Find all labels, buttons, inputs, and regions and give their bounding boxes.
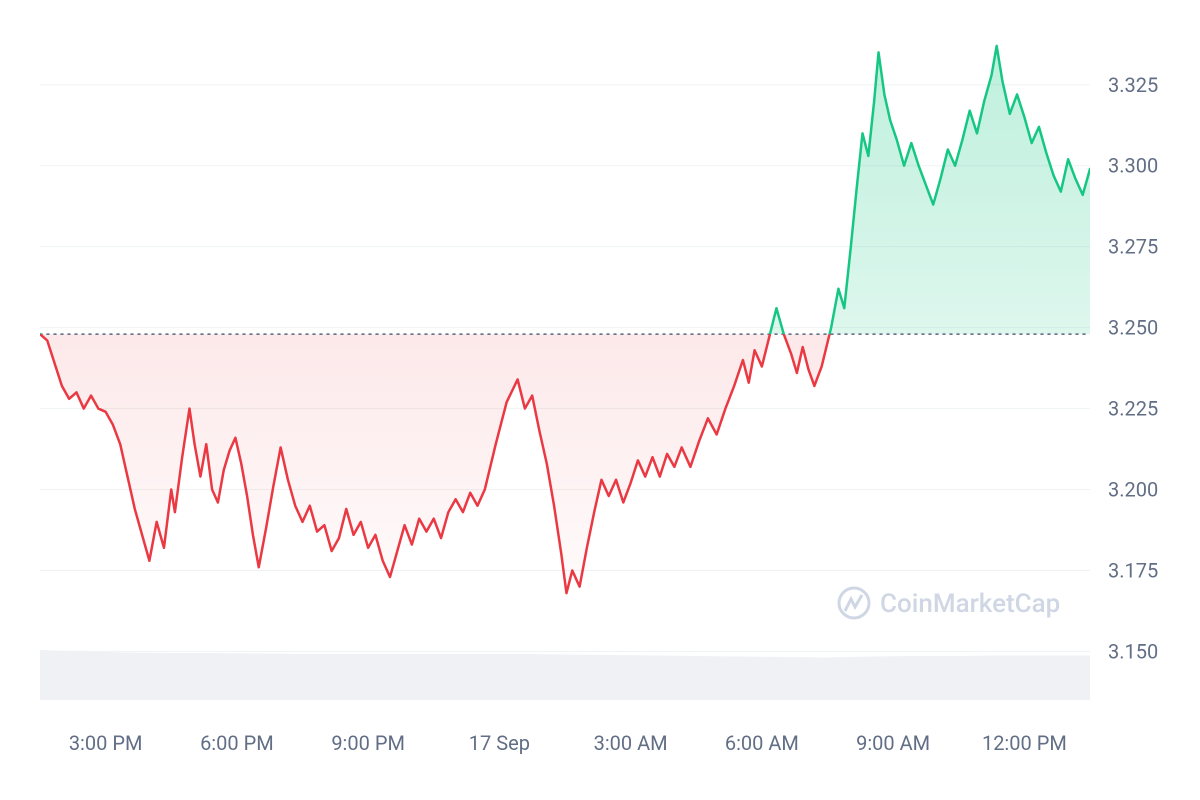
svg-text:3.200: 3.200 [1108, 478, 1158, 502]
svg-text:3.150: 3.150 [1108, 639, 1158, 663]
price-chart[interactable]: 3.150 3.175 3.200 3.225 3.250 3.275 3.300 3.325… [0, 0, 1200, 800]
x-axis-labels: 3:00 PM 6:00 PM 9:00 PM 17 Sep 3:00 AM 6:00 A… [69, 731, 1067, 755]
svg-text:3.225: 3.225 [1108, 397, 1158, 421]
svg-text:6:00 AM: 6:00 AM [725, 731, 799, 755]
svg-text:12:00 PM: 12:00 PM [982, 731, 1067, 755]
volume-area [40, 650, 1090, 700]
svg-text:3.275: 3.275 [1108, 235, 1158, 259]
svg-text:6:00 PM: 6:00 PM [200, 731, 274, 755]
coinmarketcap-logo-icon [839, 588, 869, 618]
watermark-text: CoinMarketCap [880, 589, 1060, 619]
svg-text:3.325: 3.325 [1108, 73, 1158, 97]
chart-svg: 3.150 3.175 3.200 3.225 3.250 3.275 3.300 3.325… [0, 0, 1200, 800]
svg-text:9:00 PM: 9:00 PM [331, 731, 405, 755]
svg-text:3.300: 3.300 [1108, 154, 1158, 178]
svg-text:3:00 AM: 3:00 AM [594, 731, 668, 755]
svg-text:17 Sep: 17 Sep [469, 731, 530, 755]
svg-text:9:00 AM: 9:00 AM [856, 731, 930, 755]
svg-text:3.175: 3.175 [1108, 558, 1158, 582]
y-axis-labels: 3.150 3.175 3.200 3.225 3.250 3.275 3.300 3.325 [1108, 73, 1158, 664]
svg-text:3.250: 3.250 [1108, 316, 1158, 340]
svg-text:3:00 PM: 3:00 PM [69, 731, 143, 755]
watermark: CoinMarketCap [839, 588, 1060, 619]
